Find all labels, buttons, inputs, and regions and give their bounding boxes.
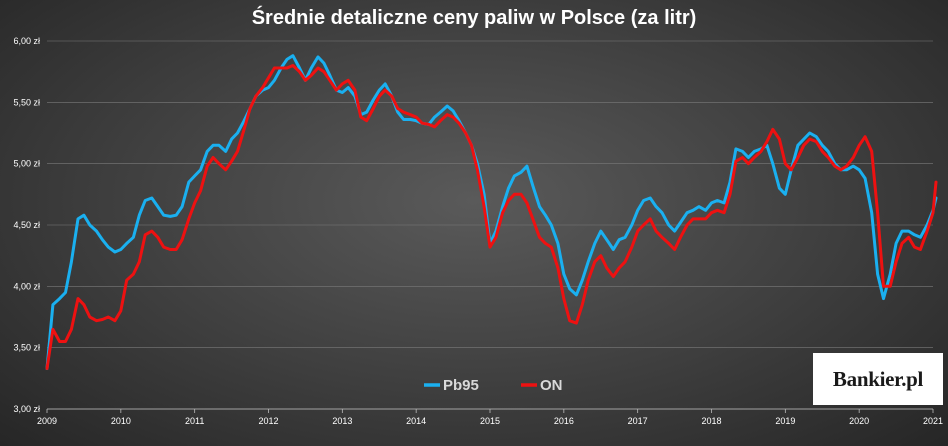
- x-tick-label: 2012: [258, 416, 278, 426]
- grid-lines: [46, 40, 934, 413]
- series-line-pb95: [45, 54, 938, 370]
- x-tick-label: 2013: [332, 416, 352, 426]
- x-tick-label: 2014: [406, 416, 426, 426]
- series-lines: [45, 54, 938, 370]
- y-tick-label: 4,00 zł: [13, 281, 40, 291]
- chart-title: Średnie detaliczne ceny paliw w Polsce (…: [252, 5, 697, 29]
- legend-label-on: ON: [540, 377, 563, 394]
- axis-labels: 3,00 zł 3,50 zł 4,00 zł 4,50 zł 5,00 zł 5,50 …: [13, 36, 943, 426]
- x-tick-label: 2020: [849, 416, 869, 426]
- x-tick-label: 2015: [480, 416, 500, 426]
- x-tick-label: 2009: [37, 416, 57, 426]
- x-tick-label: 2016: [554, 416, 574, 426]
- x-tick-label: 2010: [111, 416, 131, 426]
- y-tick-label: 3,50 zł: [13, 343, 40, 353]
- legend: Pb95 ON: [424, 377, 563, 394]
- series-line-on: [45, 64, 938, 370]
- x-tick-label: 2021: [923, 416, 943, 426]
- x-tick-label: 2019: [775, 416, 795, 426]
- y-tick-label: 3,00 zł: [13, 404, 40, 414]
- y-tick-label: 4,50 zł: [13, 220, 40, 230]
- y-tick-label: 5,00 zł: [13, 159, 40, 169]
- legend-label-pb95: Pb95: [443, 377, 479, 394]
- x-tick-label: 2011: [185, 416, 204, 426]
- y-tick-label: 5,50 zł: [13, 97, 40, 107]
- x-tick-label: 2018: [701, 416, 721, 426]
- y-tick-label: 6,00 zł: [13, 36, 40, 46]
- x-tick-label: 2017: [628, 416, 648, 426]
- bankier-logo: Bankier.pl: [813, 353, 943, 405]
